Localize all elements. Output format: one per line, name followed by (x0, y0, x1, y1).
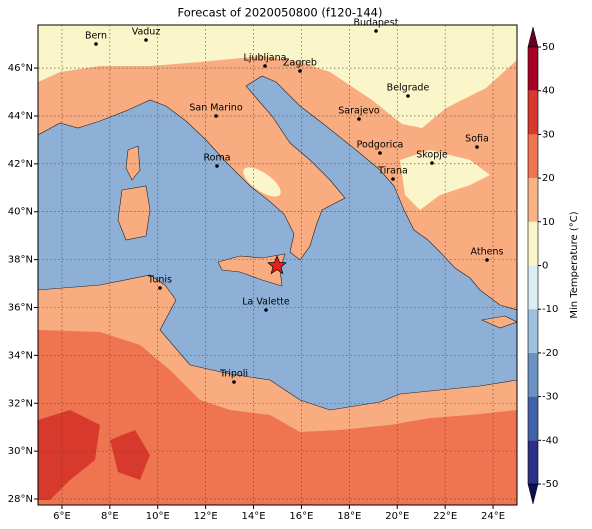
city-label: San Marino (189, 103, 242, 114)
x-tick-label: 10°E (146, 511, 170, 522)
colorbar-tick-label: -40 (542, 435, 558, 446)
city-dot (485, 258, 489, 262)
city-dot (475, 145, 479, 149)
apennine-cool (243, 167, 281, 197)
colorbar-bin (528, 90, 538, 135)
colorbar-tick-label: 30 (542, 129, 555, 140)
x-tick-label: 12°E (194, 511, 218, 522)
colorbar-bin (528, 221, 538, 266)
colorbar-tick-label: -50 (542, 479, 558, 490)
city-label: Skopje (416, 150, 448, 161)
colorbar-tick-label: -10 (542, 304, 558, 315)
city-dot (406, 94, 410, 98)
x-tick-label: 8°E (101, 511, 119, 522)
x-tick-label: 14°E (242, 511, 266, 522)
title: Forecast of 2020050800 (f120-144) (178, 6, 383, 20)
y-tick-label: 34°N (8, 350, 33, 361)
x-tick-label: 16°E (289, 511, 313, 522)
map-frame (37, 24, 518, 506)
city-dot (232, 380, 236, 384)
city-label: Tunis (147, 275, 172, 286)
city-dot (214, 114, 218, 118)
colorbar-tick-label: 0 (542, 261, 548, 272)
city-dot (430, 161, 434, 165)
y-tick-label: 44°N (8, 111, 33, 122)
colorbar-tick-label: 20 (542, 173, 555, 184)
city-label: Zagreb (283, 58, 317, 69)
colorbar-bin (528, 134, 538, 179)
y-tick-label: 38°N (8, 255, 33, 266)
city-label: Bern (85, 31, 107, 42)
city-label: Sarajevo (338, 106, 380, 117)
africa-hot (110, 430, 150, 480)
colorbar-bin (528, 396, 538, 441)
colorbar-bin (528, 178, 538, 222)
city-dot (263, 64, 267, 68)
colorbar-bin (528, 309, 538, 353)
corsica (125, 145, 141, 181)
city-label: Tripoli (219, 369, 248, 380)
colorbar-extend-min (527, 483, 539, 505)
city-label: Tirana (377, 166, 408, 177)
city-dot (298, 69, 302, 73)
y-tick-label: 28°N (8, 494, 33, 505)
city-label: Roma (203, 153, 230, 164)
city-label: Belgrade (387, 83, 430, 94)
colorbar-bin (528, 440, 538, 484)
y-tick-label: 40°N (8, 207, 33, 218)
x-tick-label: 24°E (481, 511, 505, 522)
y-tick-label: 32°N (8, 398, 33, 409)
colorbar-bin (528, 265, 538, 310)
y-tick-label: 30°N (8, 446, 33, 457)
city-label: Budapest (354, 18, 399, 29)
colorbar-tick-label: -30 (542, 392, 558, 403)
forecast-point-star (267, 255, 287, 275)
city-dot (378, 151, 382, 155)
x-tick-label: 22°E (433, 511, 457, 522)
city-dot (94, 42, 98, 46)
colorbar-tick-label: 10 (542, 217, 555, 228)
city-dot (357, 117, 361, 121)
city-label: Podgorica (357, 140, 404, 151)
africa-hot (38, 410, 100, 500)
city-dot (158, 286, 162, 290)
colorbar-tick-label: 50 (542, 42, 555, 53)
city-label: Ljubljana (244, 53, 287, 64)
x-tick-label: 20°E (385, 511, 409, 522)
y-tick-label: 46°N (8, 63, 33, 74)
y-tick-label: 36°N (8, 302, 33, 313)
x-tick-label: 6°E (53, 511, 71, 522)
city-dot (215, 164, 219, 168)
city-label: La Valette (242, 297, 290, 308)
y-tick-label: 42°N (8, 159, 33, 170)
sardinia (117, 185, 151, 241)
colorbar-tick-label: -20 (542, 348, 558, 359)
city-dot (144, 38, 148, 42)
crete (480, 315, 517, 329)
colorbar-bin (528, 352, 538, 397)
city-label: Sofia (465, 134, 489, 145)
colorbar-extend-max (527, 26, 539, 48)
city-dot (264, 308, 268, 312)
x-tick-label: 18°E (337, 511, 361, 522)
city-dot (391, 177, 395, 181)
city-dot (374, 29, 378, 33)
colorbar-bin (528, 47, 538, 91)
colorbar-label: Min Temperature (°C) (569, 211, 580, 318)
colorbar-tick-label: 40 (542, 86, 555, 97)
balkan-cool (400, 150, 490, 210)
city-label: Athens (471, 247, 504, 258)
sicily (217, 253, 286, 287)
city-label: Vaduz (132, 27, 161, 38)
